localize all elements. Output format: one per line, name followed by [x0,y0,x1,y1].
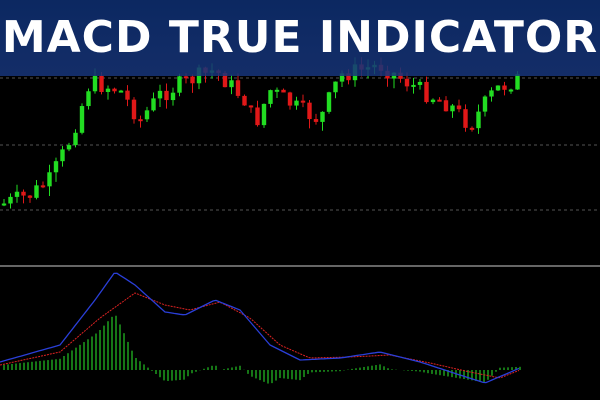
candle-body [112,88,117,92]
candle-body [300,100,306,103]
candle-body [157,90,163,99]
candle-body [476,111,481,129]
candle-body [1,203,7,206]
candle-body [34,185,39,198]
candlesticks [1,57,520,209]
candle-body [437,99,442,102]
candle-body [151,98,156,111]
candle-body [235,80,241,96]
candle-body [105,88,111,92]
candle-body [463,109,468,128]
macd-line [0,272,520,384]
candle-body [53,161,59,173]
price-grid [0,77,600,267]
candle-body [482,96,488,112]
candle-body [138,119,143,122]
candle-body [443,100,449,112]
candle-body [281,89,286,93]
candle-body [287,92,293,106]
candle-body [430,99,436,103]
candle-body [450,105,455,112]
candle-body [502,85,507,90]
candle-body [333,81,338,93]
candle-body [339,73,345,82]
macd-panel [0,272,521,384]
candle-body [222,72,228,88]
candle-body [274,89,280,92]
candle-body [307,102,312,120]
banner-title: MACD TRUE INDICATOR [2,12,598,63]
title-banner [0,0,600,76]
candle-body [125,90,130,100]
candle-body [118,90,124,93]
candle-body [456,105,462,110]
candle-body [489,90,494,97]
candle-body [268,90,273,104]
candle-body [92,75,98,92]
candle-body [86,91,91,107]
candle-body [99,75,104,92]
candle-body [183,76,189,79]
candle-body [14,191,20,197]
candle-body [229,80,234,88]
candle-body [469,127,475,130]
candle-body [170,92,176,101]
candle-body [79,106,85,133]
candle-body [66,145,72,150]
candle-body [515,74,520,90]
candle-body [261,103,267,126]
candle-body [248,105,254,108]
candle-body [313,119,319,122]
candle-body [27,195,33,198]
candle-body [8,196,13,204]
candle-body [73,132,78,146]
candle-body [495,85,501,91]
candle-body [242,95,247,106]
signal-line [0,292,520,379]
candle-body [417,81,423,85]
candle-body [144,110,150,120]
candle-body [60,149,65,162]
candle-body [255,107,260,126]
candle-body [40,185,46,188]
candle-body [21,191,26,196]
candle-body [346,73,351,81]
candle-body [177,76,182,93]
candle-body [47,172,52,187]
candle-body [411,84,416,87]
candle-body [190,76,195,84]
candle-body [404,78,410,87]
candle-body [294,100,299,106]
candle-body [131,99,137,120]
candle-body [320,111,325,122]
candle-body [424,81,429,103]
candle-body [508,89,514,92]
candle-body [326,92,332,112]
candle-body [164,90,169,101]
